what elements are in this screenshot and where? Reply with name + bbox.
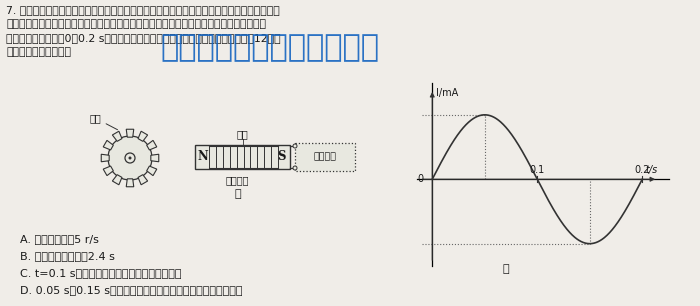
Text: 甲: 甲 [234,189,241,199]
Circle shape [293,144,297,148]
Polygon shape [102,154,109,162]
Text: B. 齿轮的旋转周期为2.4 s: B. 齿轮的旋转周期为2.4 s [20,251,115,261]
Text: 0.1: 0.1 [530,165,545,175]
Circle shape [129,156,132,159]
Text: 微信公众号关注：超找答案: 微信公众号关注：超找答案 [160,33,379,62]
Polygon shape [103,140,113,150]
Text: A. 齿轮的转速为5 r/s: A. 齿轮的转速为5 r/s [20,234,99,244]
Text: C. t=0.1 s时，感应线圈内磁通量的变化率最大: C. t=0.1 s时，感应线圈内磁通量的变化率最大 [20,268,181,278]
Text: 乙: 乙 [503,264,509,274]
Text: I/mA: I/mA [437,88,459,98]
Circle shape [293,166,297,170]
Circle shape [108,136,152,180]
Text: 磁铁: 磁铁 [237,129,248,139]
Text: 车载电脑: 车载电脑 [314,152,337,162]
Polygon shape [113,175,122,185]
Text: 感应线圈: 感应线圈 [225,175,249,185]
Polygon shape [138,175,148,185]
Polygon shape [113,131,122,141]
Text: 7. 转速传感器用来检测齿轮旋转速度，为汽车自动控制系统提供关键数据。转速传感器结构示: 7. 转速传感器用来检测齿轮旋转速度，为汽车自动控制系统提供关键数据。转速传感器… [6,5,280,15]
Text: 甲中位置开始计时，0～0.2 s内车载电脑显示的电流信号如图乙所示，该齿轮共有12个凸: 甲中位置开始计时，0～0.2 s内车载电脑显示的电流信号如图乙所示，该齿轮共有1… [6,33,281,43]
Polygon shape [126,129,134,137]
Text: 0: 0 [418,174,424,184]
Polygon shape [150,154,159,162]
Polygon shape [103,166,113,176]
Text: D. 0.05 s～0.15 s内，感应线圈内磁通量的变化率先变大后变小: D. 0.05 s～0.15 s内，感应线圈内磁通量的变化率先变大后变小 [20,285,242,295]
Polygon shape [147,166,157,176]
Text: N: N [197,151,208,163]
Text: t/s: t/s [645,165,658,175]
FancyBboxPatch shape [295,143,355,171]
Text: 0.2: 0.2 [635,165,650,175]
Text: 凸齿: 凸齿 [89,113,118,130]
Bar [195,145,290,169]
Polygon shape [126,179,134,187]
Circle shape [125,153,135,163]
Polygon shape [147,140,157,150]
Text: S: S [277,151,286,163]
Text: 意图如图甲所示，齿轮转动时会导致感应线圈内磁通量变化，进而产生应该电流。齿轮从图: 意图如图甲所示，齿轮转动时会导致感应线圈内磁通量变化，进而产生应该电流。齿轮从图 [6,19,266,29]
Polygon shape [138,131,148,141]
Text: 齿。下列说法正确的是: 齿。下列说法正确的是 [6,47,71,57]
